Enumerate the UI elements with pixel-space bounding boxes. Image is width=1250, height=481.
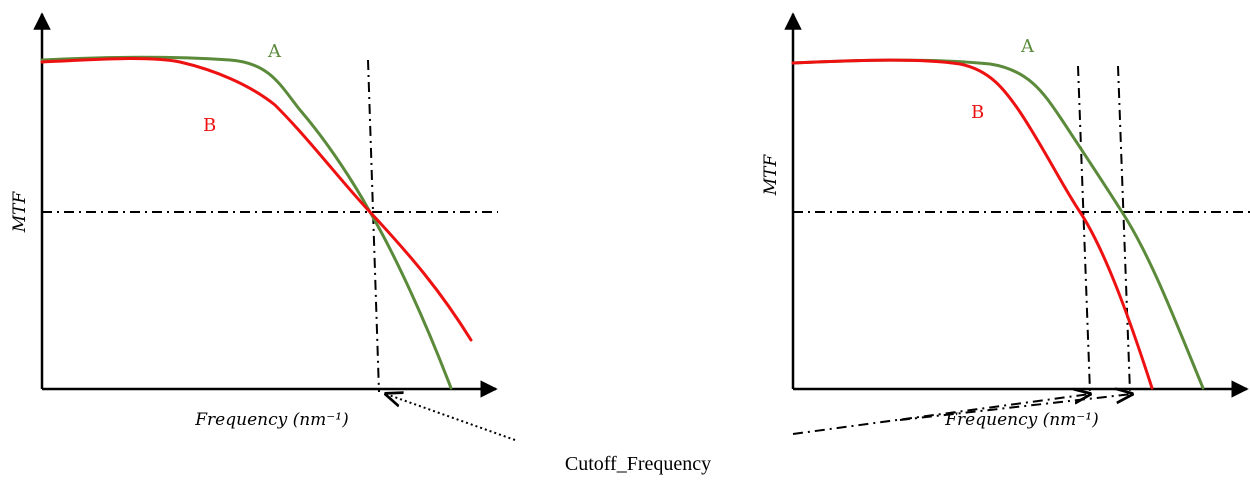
callout-arrow-right-1: [792, 394, 1090, 435]
left-panel: A B MTF Frequency (nm⁻¹): [10, 12, 498, 430]
cutoff-callout: Cutoff_Frequency: [386, 394, 1132, 475]
right-cutoff-line-a: [1117, 65, 1131, 393]
callout-label: Cutoff_Frequency: [565, 453, 711, 475]
right-x-label: Frequency (nm⁻¹): [944, 410, 1098, 430]
left-curve-b: [40, 57, 473, 342]
right-label-a: A: [1020, 36, 1035, 57]
callout-arrow-right-2: [899, 394, 1132, 421]
right-y-label: MTF: [761, 154, 781, 197]
right-label-b: B: [971, 102, 984, 123]
callout-arrow-left: [386, 394, 516, 441]
left-curve-a: [40, 55, 453, 390]
right-panel: A B MTF Frequency (nm⁻¹): [761, 12, 1250, 430]
right-cutoff-line-b: [1077, 65, 1091, 393]
left-x-label: Frequency (nm⁻¹): [194, 410, 348, 430]
left-label-a: A: [267, 41, 282, 62]
right-curve-b: [791, 58, 1154, 390]
left-y-label: MTF: [10, 191, 30, 234]
left-label-b: B: [203, 115, 216, 136]
right-curve-a: [791, 58, 1205, 390]
